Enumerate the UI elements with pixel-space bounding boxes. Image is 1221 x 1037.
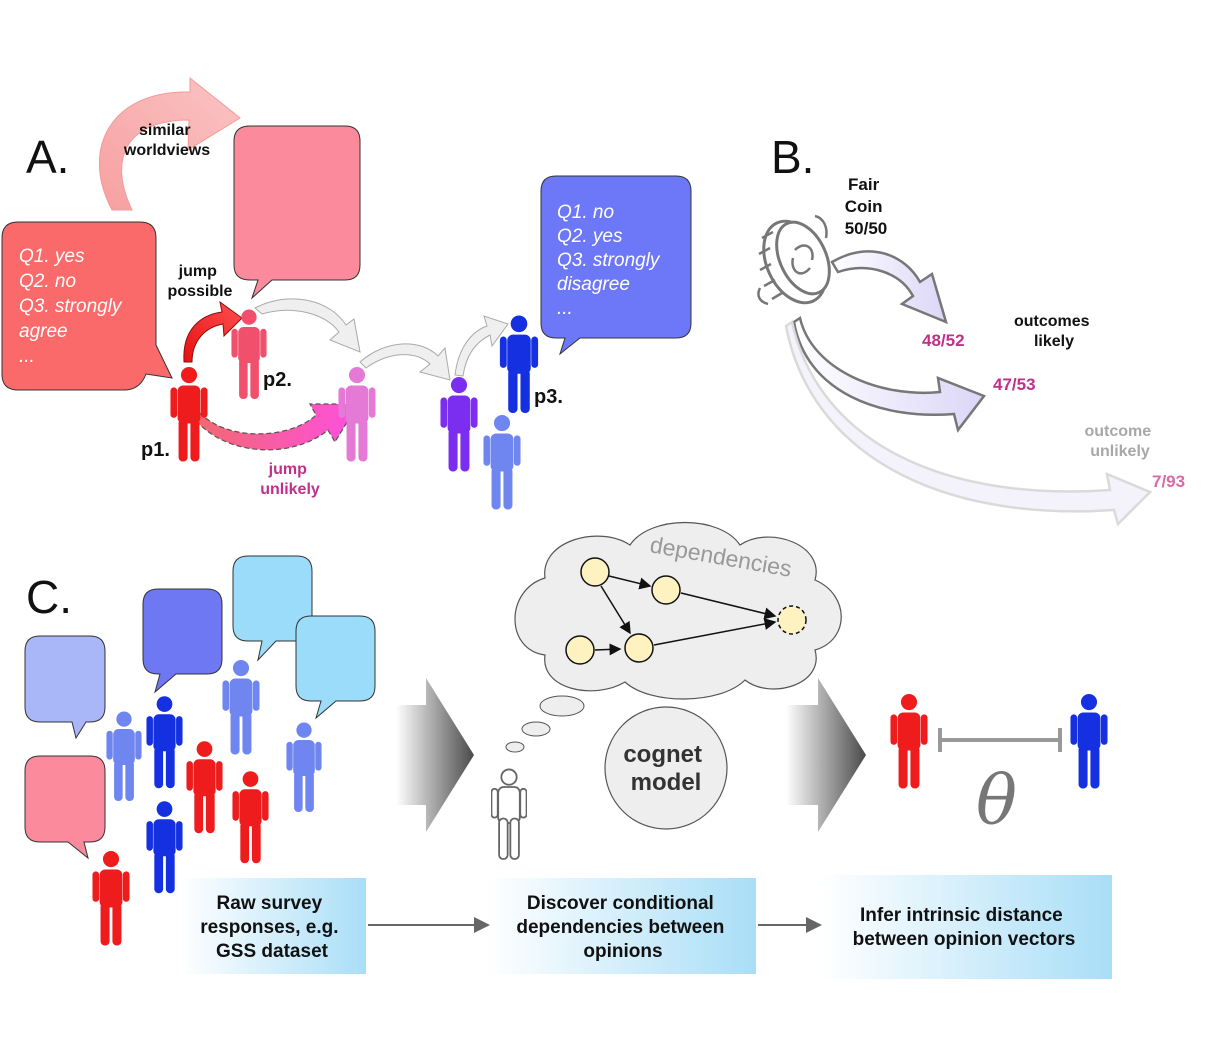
- big-arrow-2: [786, 678, 866, 832]
- crowd-bubble-pink: [24, 755, 106, 860]
- thought-bubble-medium: [521, 721, 551, 737]
- speech-bubble-pink: [233, 125, 361, 300]
- crowd-bubble-cyan-2: [295, 615, 376, 720]
- p3-label: p3.: [534, 386, 563, 408]
- jump-unlikely-label: jump unlikely: [260, 461, 320, 498]
- person-p1: [170, 366, 208, 462]
- jump-possible-label: jump possible: [168, 263, 233, 300]
- coin-icon: [757, 214, 831, 306]
- graph-node: [624, 633, 654, 663]
- distance-bar: [938, 728, 1062, 752]
- crowd-person-6: [232, 771, 269, 864]
- fair-coin-label: Fair Coin 50/50: [845, 175, 888, 238]
- panel-b-letter: B.: [771, 131, 814, 183]
- ratio-47-53: 47/53: [993, 375, 1036, 394]
- graph-node: [565, 635, 595, 665]
- person-magenta: [338, 366, 376, 462]
- graph-node: [580, 557, 610, 587]
- person-light-blue: [483, 414, 521, 510]
- theta-symbol: θ: [976, 762, 1017, 841]
- cognet-model-label: cognet model: [623, 741, 708, 796]
- step-box-3: [820, 875, 1112, 979]
- thought-bubble-small: [505, 741, 525, 753]
- crowd-person-2: [146, 696, 183, 789]
- outcomes-likely-label: outcomes likely: [1014, 313, 1094, 350]
- step-box-1: [180, 878, 366, 974]
- crowd-person-8: [92, 850, 130, 946]
- big-arrow-1: [396, 678, 474, 832]
- ratio-48-52: 48/52: [922, 331, 965, 350]
- jump-unlikely-arrow: [187, 398, 360, 451]
- distance-person-red: [890, 693, 928, 789]
- crowd-person-4: [186, 741, 223, 834]
- graph-node-latent: [777, 605, 807, 635]
- crowd-bubble-cyan-1: [232, 555, 313, 662]
- thinking-person: [491, 768, 527, 860]
- step-box-2: [486, 878, 756, 974]
- cognet-model-circle: [604, 706, 728, 830]
- panel-a-letter: A.: [26, 131, 69, 183]
- p1-label: p1.: [141, 439, 170, 461]
- outcome-arrow-47-53: [792, 315, 987, 433]
- ratio-7-93: 7/93: [1152, 472, 1185, 491]
- crowd-person-3: [222, 659, 260, 755]
- speech-bubble-red: [1, 221, 173, 391]
- crowd-person-1: [106, 711, 142, 801]
- outcome-arrow-48-52: [830, 250, 948, 325]
- outcome-unlikely-label: outcome unlikely: [1084, 423, 1155, 460]
- step-box-1-text: Raw survey responses, e.g. GSS dataset: [200, 893, 344, 962]
- panel-c-letter: C.: [26, 571, 72, 623]
- bubble-red-text: Q1. yes Q2. no Q3. strongly agree ...: [19, 246, 127, 367]
- graph-node: [651, 575, 681, 605]
- crowd-person-5: [286, 722, 322, 812]
- speech-bubble-blue: [540, 175, 692, 356]
- crowd-bubble-lavender: [24, 635, 106, 740]
- p2-label: p2.: [263, 369, 292, 391]
- crowd-person-7: [146, 801, 183, 894]
- distance-person-blue: [1070, 693, 1108, 789]
- chain-arrow-3: [454, 315, 509, 377]
- similar-worldviews-arrow: [98, 76, 241, 211]
- chain-arrow-1: [254, 298, 361, 353]
- crowd-bubble-indigo: [142, 588, 223, 694]
- step-box-2-text: Discover conditional dependencies betwee…: [516, 893, 729, 962]
- thought-bubble-large: [539, 695, 585, 717]
- chain-arrow-2: [359, 343, 451, 381]
- dependency-graph: [565, 557, 807, 665]
- step-box-3-text: Infer intrinsic distance between opinion…: [853, 905, 1076, 950]
- bubble-blue-text: Q1. no Q2. yes Q3. strongly disagree ...: [557, 202, 665, 319]
- person-p3: [499, 315, 539, 413]
- outcome-arrow-7-93: [784, 319, 1153, 527]
- similar-worldviews-label: similar worldviews: [123, 122, 210, 159]
- person-purple: [440, 376, 478, 472]
